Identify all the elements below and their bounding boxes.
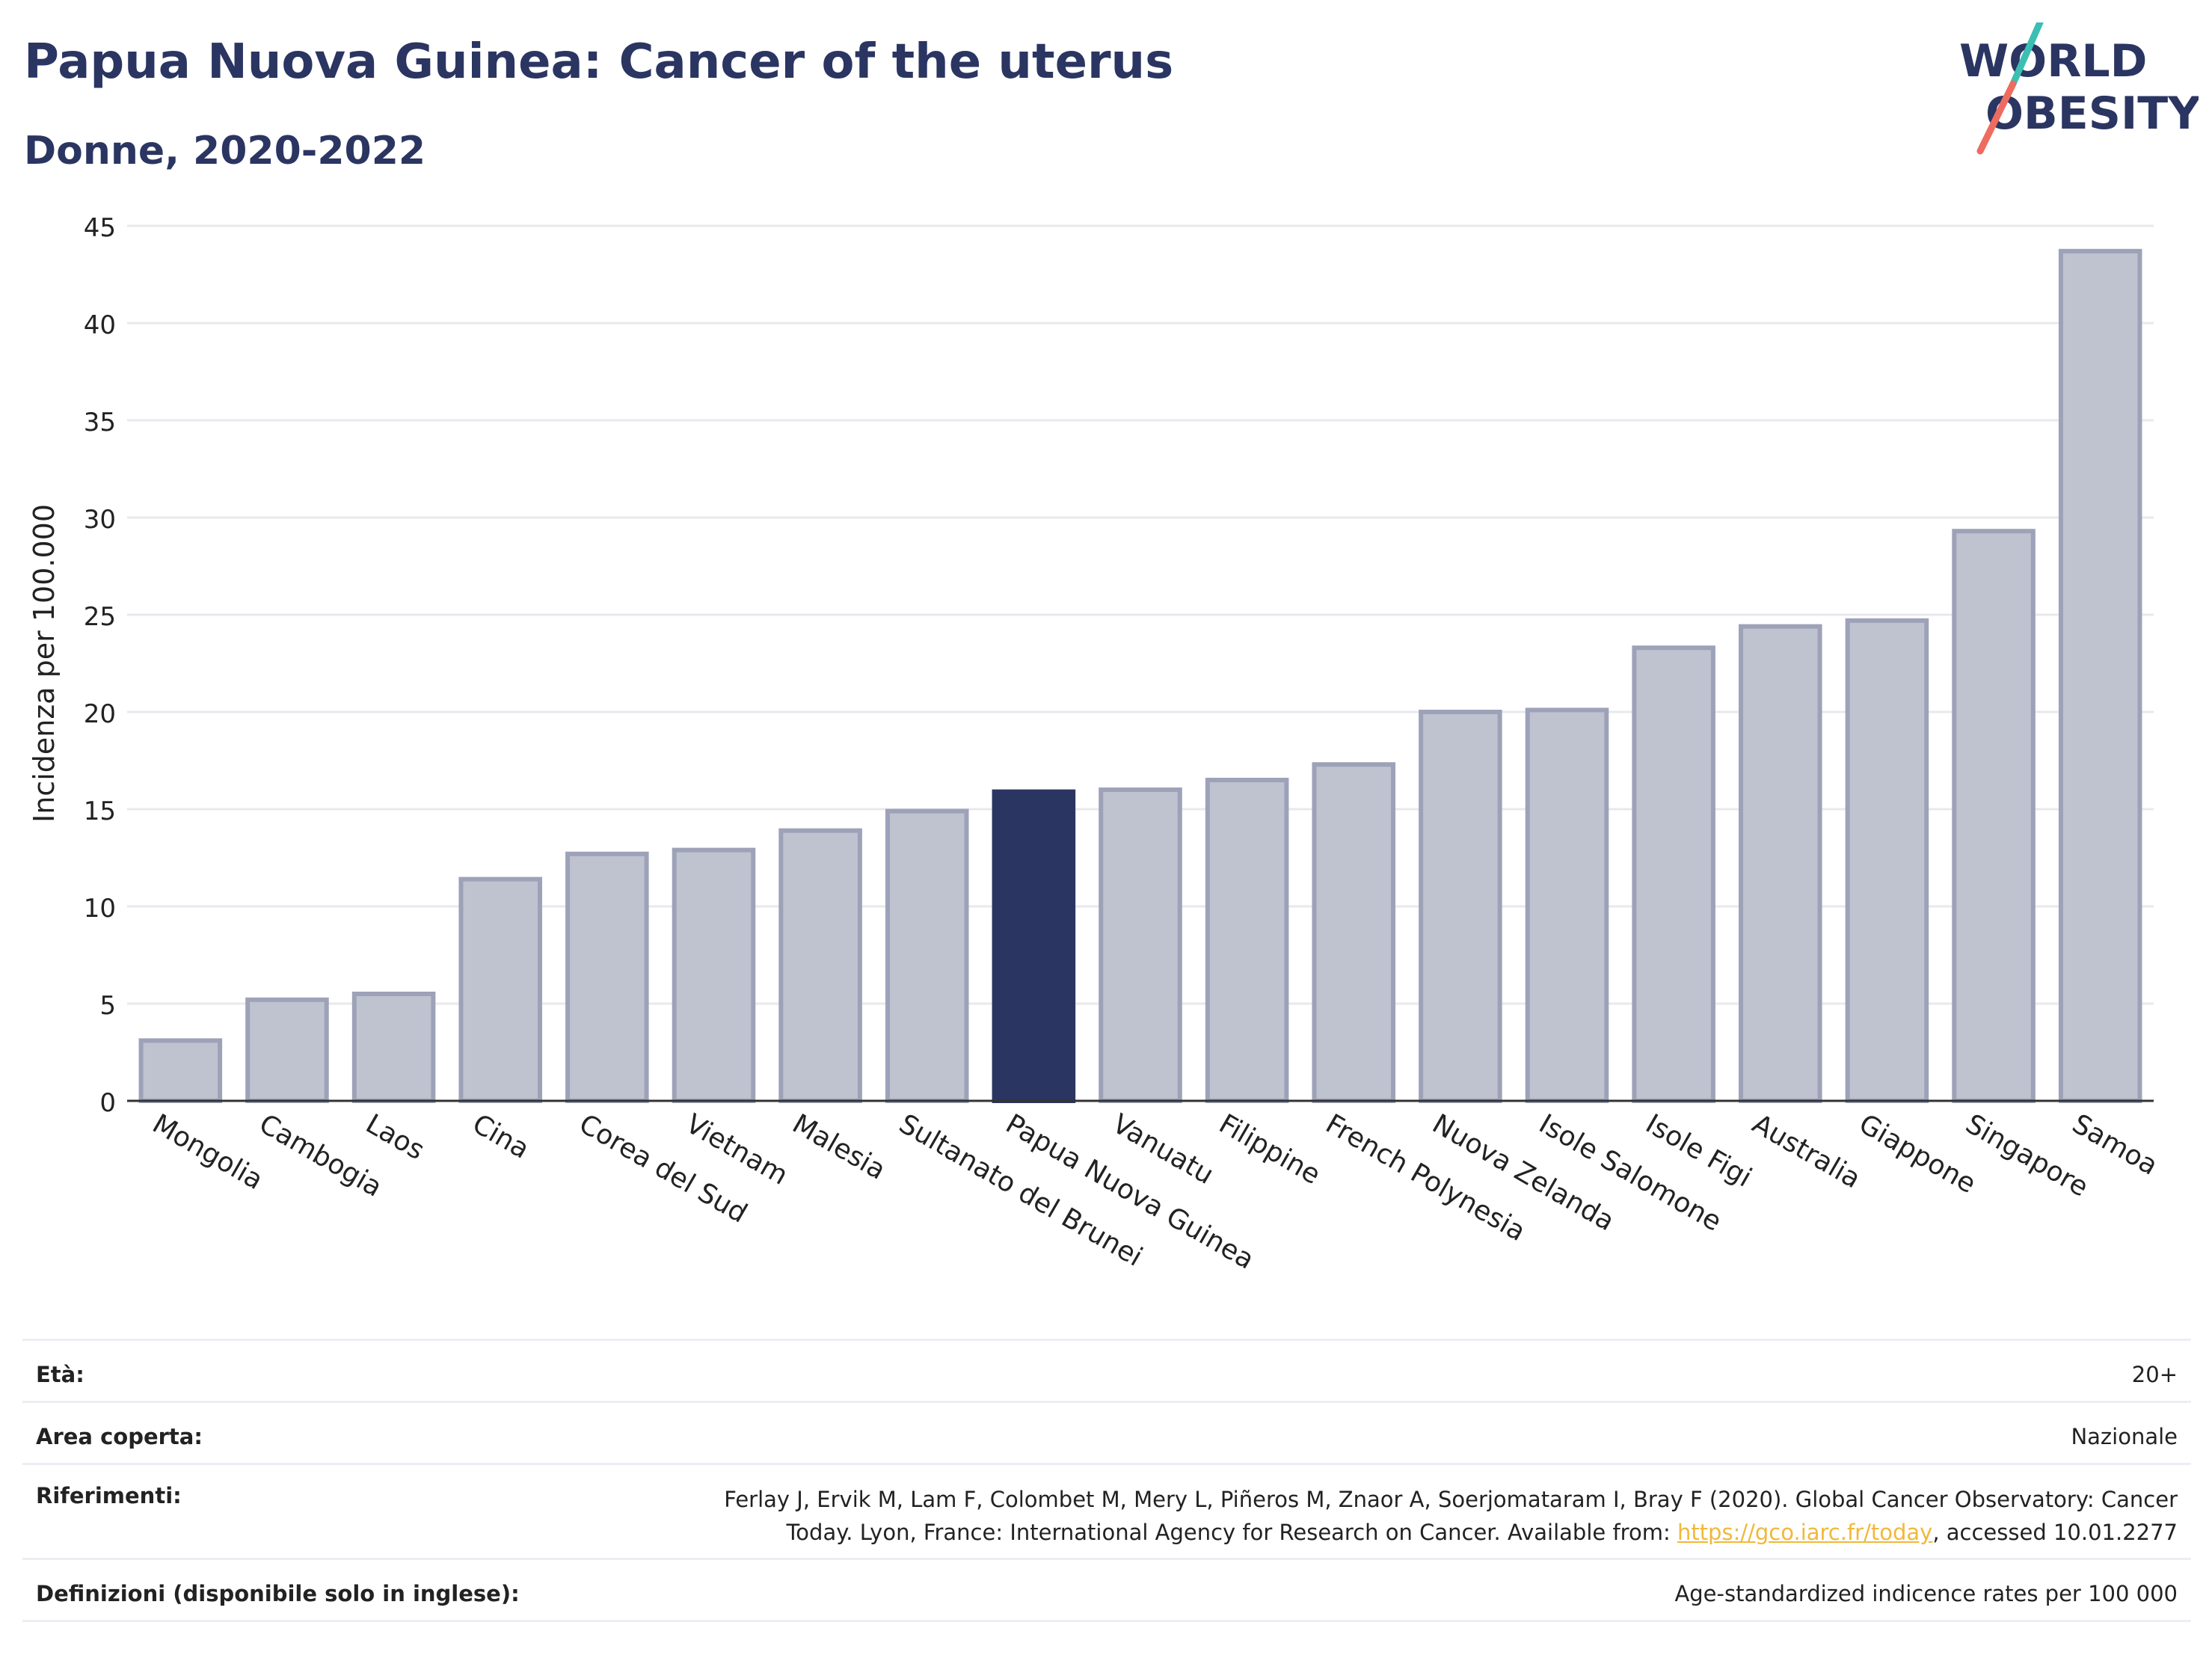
bar-corea-del-sud bbox=[565, 851, 649, 1104]
bar-singapore bbox=[1952, 529, 2036, 1103]
bar-cina bbox=[458, 876, 542, 1103]
meta-label-age: Età: bbox=[36, 1362, 85, 1387]
x-tick-label: Mongolia bbox=[147, 1108, 268, 1196]
bar-giappone bbox=[1845, 618, 1929, 1103]
y-tick-label: 40 bbox=[84, 310, 116, 340]
logo-slash-coral bbox=[1976, 80, 2017, 155]
bar-isole-salomone bbox=[1525, 707, 1609, 1103]
x-tick-label: Cina bbox=[467, 1108, 535, 1165]
meta-row-area: Area coperta: Nazionale bbox=[22, 1401, 2191, 1463]
page-title: Papua Nuova Guinea: Cancer of the uterus bbox=[24, 34, 1174, 90]
y-tick-label: 45 bbox=[84, 213, 116, 243]
x-tick-label: Malesia bbox=[787, 1108, 891, 1186]
logo-text-world: WORLD bbox=[1959, 35, 2147, 87]
reference-line-2: Today. Lyon, France: International Agenc… bbox=[724, 1516, 2178, 1549]
bar-french-polynesia bbox=[1312, 762, 1396, 1103]
y-tick-label: 30 bbox=[84, 505, 116, 535]
bar-malesia bbox=[778, 828, 862, 1103]
meta-label-definitions: Definizioni (disponibile solo in inglese… bbox=[36, 1581, 520, 1606]
bar-samoa bbox=[2058, 248, 2142, 1103]
y-tick-label: 5 bbox=[99, 991, 116, 1021]
page-subtitle: Donne, 2020-2022 bbox=[24, 129, 426, 174]
y-tick-label: 10 bbox=[84, 894, 116, 924]
y-tick-label: 0 bbox=[99, 1088, 116, 1118]
x-tick-label: Filippine bbox=[1214, 1108, 1325, 1191]
meta-row-definitions: Definizioni (disponibile solo in inglese… bbox=[22, 1558, 2191, 1622]
bars bbox=[138, 248, 2142, 1104]
bar-vanuatu bbox=[1099, 787, 1182, 1103]
bar-cambogia bbox=[245, 997, 329, 1104]
meta-value-age: 20+ bbox=[2131, 1362, 2178, 1387]
reference-link[interactable]: https://gco.iarc.fr/today bbox=[1677, 1520, 1933, 1545]
bar-vietnam bbox=[672, 847, 756, 1103]
reference-accessed: , accessed 10.01.2277 bbox=[1932, 1520, 2178, 1545]
reference-line-1: Ferlay J, Ervik M, Lam F, Colombet M, Me… bbox=[724, 1487, 2178, 1512]
x-tick-label: Giappone bbox=[1854, 1108, 1981, 1200]
logo-text-obesity: OBESITY bbox=[1985, 87, 2199, 140]
meta-row-age: Età: 20+ bbox=[22, 1339, 2191, 1401]
logo-slash-teal bbox=[2009, 22, 2044, 87]
y-tick-label: 20 bbox=[84, 699, 116, 729]
meta-value-definitions: Age-standardized indicence rates per 100… bbox=[1674, 1581, 2178, 1606]
meta-row-references: Riferimenti: Ferlay J, Ervik M, Lam F, C… bbox=[22, 1463, 2191, 1558]
x-tick-label: French Polynesia bbox=[1321, 1108, 1531, 1247]
bar-sultanato-del-brunei bbox=[885, 808, 969, 1103]
x-tick-label: Laos bbox=[360, 1108, 429, 1166]
y-tick-labels: 0 5 10 15 20 25 30 35 40 45 bbox=[84, 213, 116, 1118]
x-tick-label: Isole Salomone bbox=[1534, 1108, 1727, 1238]
bar-isole-figi bbox=[1632, 645, 1715, 1103]
bar-filippine bbox=[1205, 778, 1289, 1103]
y-axis-label: Incidenza per 100.000 bbox=[28, 504, 61, 823]
x-tick-label: Australia bbox=[1747, 1108, 1865, 1194]
meta-value-area: Nazionale bbox=[2071, 1424, 2178, 1449]
bar-australia bbox=[1739, 624, 1822, 1103]
meta-label-area: Area coperta: bbox=[36, 1424, 203, 1449]
y-tick-label: 25 bbox=[84, 602, 116, 632]
world-obesity-logo: WORLD OBESITY bbox=[1959, 22, 2199, 155]
bar-laos bbox=[351, 992, 436, 1103]
y-tick-label: 15 bbox=[84, 796, 116, 826]
y-tick-label: 35 bbox=[84, 408, 116, 437]
metadata-table: Età: 20+ Area coperta: Nazionale Riferim… bbox=[22, 1339, 2191, 1622]
bar-mongolia bbox=[138, 1038, 223, 1104]
bar-papua-nuova-guinea bbox=[992, 789, 1076, 1103]
meta-value-references: Ferlay J, Ervik M, Lam F, Colombet M, Me… bbox=[724, 1483, 2178, 1549]
meta-label-references: Riferimenti: bbox=[36, 1483, 182, 1508]
reference-text: Today. Lyon, France: International Agenc… bbox=[786, 1520, 1677, 1545]
bar-nuova-zelanda bbox=[1419, 710, 1502, 1103]
